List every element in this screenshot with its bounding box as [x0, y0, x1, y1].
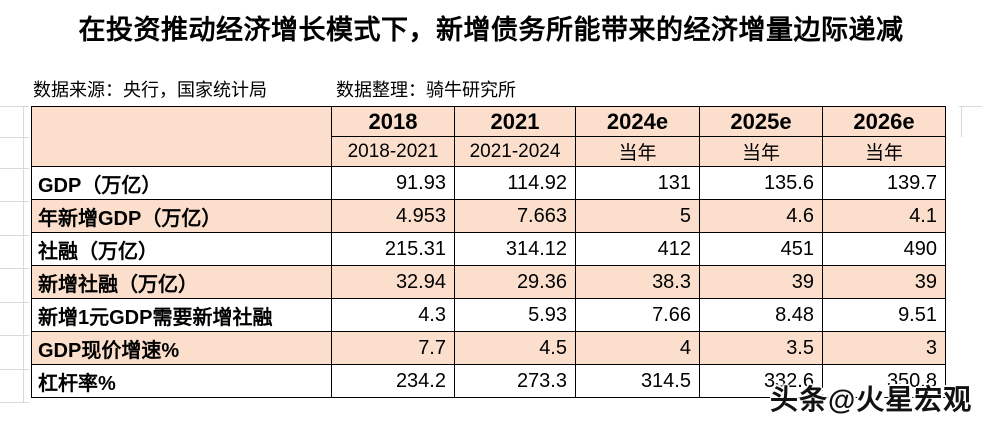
cell-value: 135.6 [699, 166, 823, 200]
table-row-tsf-per-gdp: 新增1元GDP需要新增社融 4.3 5.93 7.66 8.48 9.51 [31, 298, 946, 332]
gridline-stub [959, 106, 982, 107]
gridline-stub [0, 137, 29, 138]
data-table: 2018 2021 2024e 2025e 2026e 2018-2021 20… [31, 106, 946, 398]
cell-value: 7.663 [454, 199, 576, 233]
row-label: 社融（万亿） [31, 232, 332, 266]
cell-value: 412 [575, 232, 700, 266]
cell-value: 314.5 [575, 364, 700, 398]
page-title: 在投资推动经济增长模式下，新增债务所能带来的经济增量边际递减 [78, 15, 904, 45]
cell-value: 350.8 [822, 364, 946, 398]
header-period-2024e: 当年 [575, 136, 700, 167]
gridline-stub [0, 268, 29, 269]
cell-value: 39 [822, 265, 946, 299]
cell-value: 9.51 [822, 298, 946, 332]
cell-value: 5.93 [454, 298, 576, 332]
header-period-2025e: 当年 [699, 136, 823, 167]
gridline-stub [0, 106, 29, 107]
cell-value: 4.953 [331, 199, 455, 233]
cell-value: 91.93 [331, 166, 455, 200]
cell-value: 332.6 [699, 364, 823, 398]
cell-value: 490 [822, 232, 946, 266]
header-period-2021: 2021-2024 [454, 136, 576, 167]
row-label: 年新增GDP（万亿） [31, 199, 332, 233]
table-row-tsf: 社融（万亿） 215.31 314.12 412 451 490 [31, 232, 946, 266]
gridline-stub [961, 106, 962, 137]
gridline-stub [0, 335, 29, 336]
cell-value: 114.92 [454, 166, 576, 200]
header-year-2021: 2021 [454, 106, 576, 137]
cell-value: 39 [699, 265, 823, 299]
header-period-2018: 2018-2021 [331, 136, 455, 167]
header-year-2026e: 2026e [822, 106, 946, 137]
cell-value: 8.48 [699, 298, 823, 332]
header-year-row: 2018 2021 2024e 2025e 2026e [31, 106, 946, 167]
gridline-stub [0, 369, 29, 370]
header-period-row: 2018-2021 2021-2024 当年 当年 当年 [32, 136, 946, 167]
gridline-stub [23, 106, 24, 402]
header-period-2026e: 当年 [822, 136, 946, 167]
cell-value: 4.3 [331, 298, 455, 332]
source-line: 数据来源：央行，国家统计局 数据整理：骑牛研究所 [0, 76, 982, 100]
gridline-stub [0, 302, 29, 303]
cell-value: 32.94 [331, 265, 455, 299]
data-compiler-text: 数据整理：骑牛研究所 [336, 80, 516, 100]
gridline-stub [0, 201, 29, 202]
watermark: 头条@火星宏观 [770, 384, 973, 415]
cell-value: 314.12 [454, 232, 576, 266]
gridline-stub [0, 235, 29, 236]
cell-value: 139.7 [822, 166, 946, 200]
row-label: GDP（万亿） [31, 166, 332, 200]
row-label: GDP现价增速% [31, 331, 332, 365]
cell-value: 3.5 [699, 331, 823, 365]
cell-value: 7.7 [331, 331, 455, 365]
cell-value: 4 [575, 331, 700, 365]
cell-value: 451 [699, 232, 823, 266]
cell-value: 38.3 [575, 265, 700, 299]
row-label: 杠杆率% [31, 364, 332, 398]
data-source-text: 数据来源：央行，国家统计局 [33, 80, 267, 100]
cell-value: 4.6 [699, 199, 823, 233]
cell-value: 4.5 [454, 331, 576, 365]
cell-value: 131 [575, 166, 700, 200]
header-corner-cell [31, 106, 332, 167]
header-year-2024e: 2024e [575, 106, 700, 137]
header-year-2025e: 2025e [699, 106, 823, 137]
table-row-gdp-growth: GDP现价增速% 7.7 4.5 4 3.5 3 [31, 331, 946, 365]
cell-value: 273.3 [454, 364, 576, 398]
row-label: 新增社融（万亿） [31, 265, 332, 299]
row-label: 新增1元GDP需要新增社融 [31, 298, 332, 332]
table-row-new-gdp: 年新增GDP（万亿） 4.953 7.663 5 4.6 4.1 [31, 199, 946, 233]
gridline-stub [0, 402, 29, 403]
table-row-leverage: 杠杆率% 234.2 273.3 314.5 332.6 350.8 [31, 364, 946, 398]
cell-value: 234.2 [331, 364, 455, 398]
gridline-stub [0, 168, 29, 169]
cell-value: 5 [575, 199, 700, 233]
cell-value: 7.66 [575, 298, 700, 332]
cell-value: 4.1 [822, 199, 946, 233]
table-row-new-tsf: 新增社融（万亿） 32.94 29.36 38.3 39 39 [31, 265, 946, 299]
cell-value: 29.36 [454, 265, 576, 299]
table-row-gdp: GDP（万亿） 91.93 114.92 131 135.6 139.7 [31, 166, 946, 200]
header-year-2018: 2018 [331, 106, 455, 137]
cell-value: 215.31 [331, 232, 455, 266]
cell-value: 3 [822, 331, 946, 365]
